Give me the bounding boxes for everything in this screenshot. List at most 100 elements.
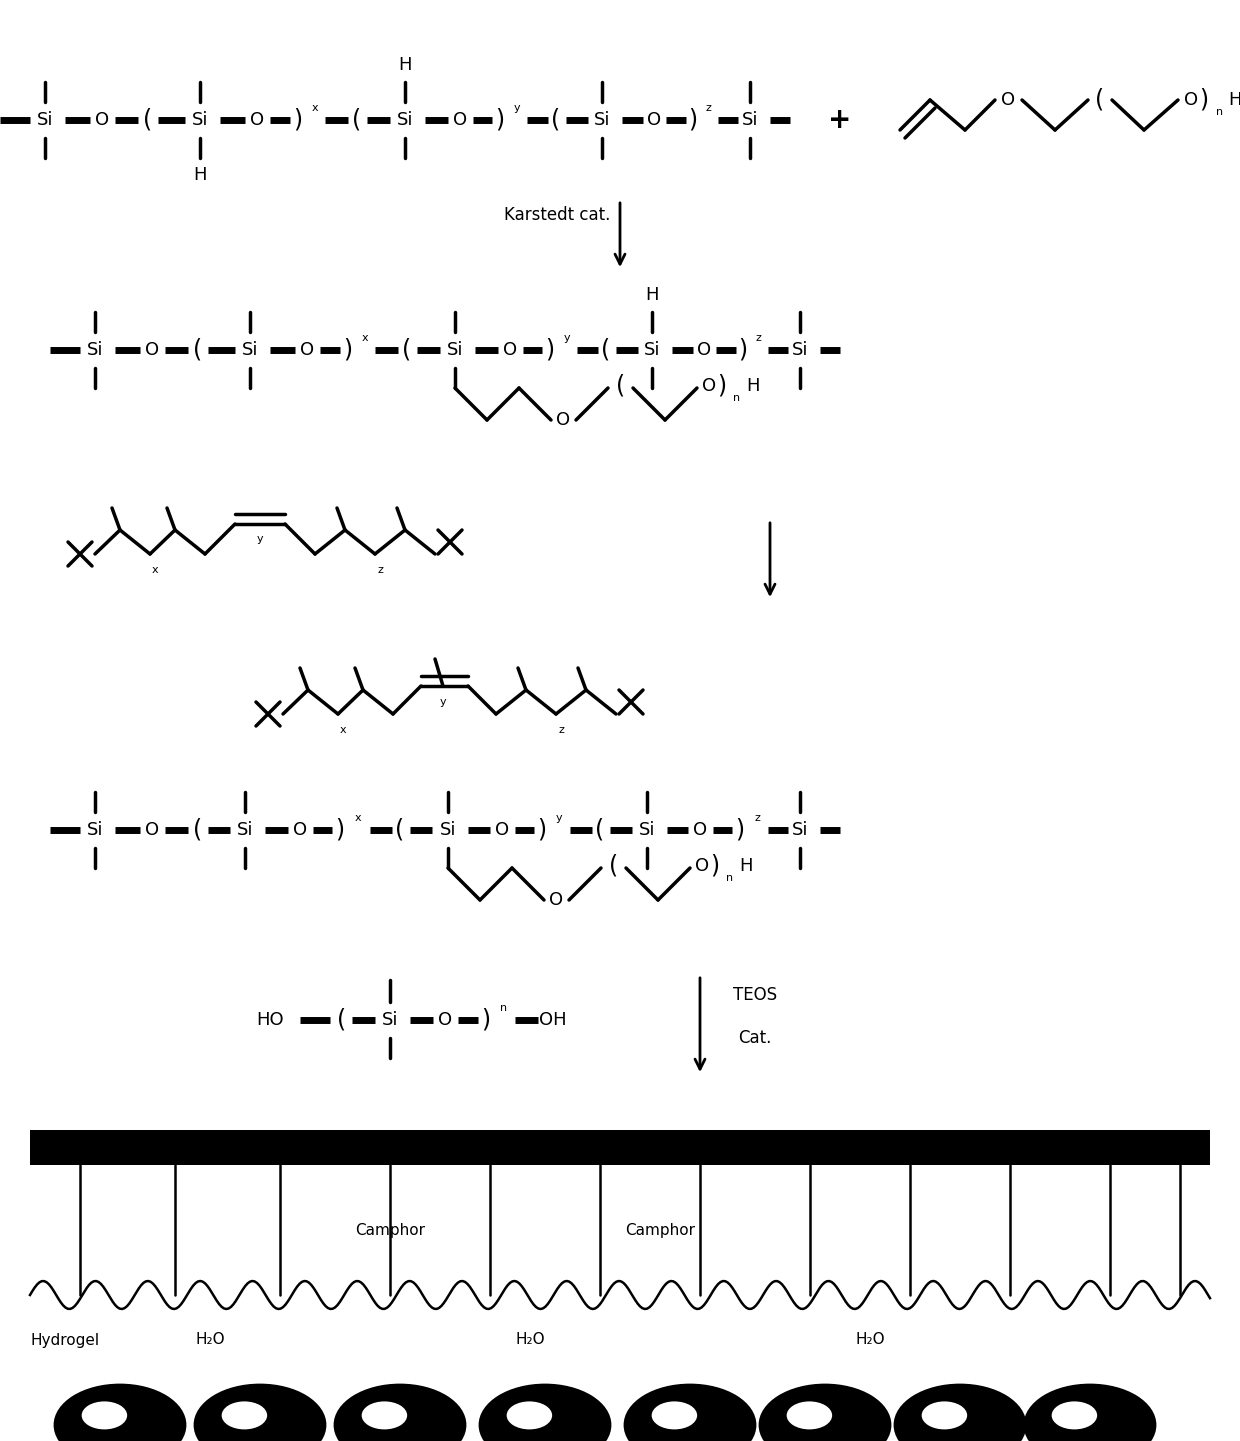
Text: (: ( [352,108,362,133]
Text: O: O [300,342,314,359]
Text: x: x [362,333,368,343]
Text: z: z [754,813,760,823]
Ellipse shape [507,1402,552,1429]
Text: n: n [1216,107,1224,117]
Text: ): ) [481,1009,491,1032]
Text: (: ( [403,339,412,362]
Text: ): ) [496,108,505,133]
Text: Si: Si [87,342,103,359]
Ellipse shape [895,1385,1025,1441]
Text: ): ) [1199,88,1209,112]
Text: O: O [438,1012,453,1029]
Text: H: H [193,166,207,184]
Text: O: O [697,342,711,359]
Text: Si: Si [792,342,808,359]
Text: (: ( [609,855,619,878]
Text: ): ) [537,818,547,842]
Text: (: ( [616,375,625,398]
Text: Karstedt cat.: Karstedt cat. [503,206,610,223]
Ellipse shape [55,1385,185,1441]
Text: x: x [355,813,361,823]
Text: Si: Si [192,111,208,130]
Ellipse shape [1052,1402,1097,1429]
Text: Si: Si [446,342,464,359]
Text: z: z [377,565,383,575]
Text: O: O [702,378,715,395]
Text: O: O [556,411,570,429]
Text: ): ) [688,108,698,133]
Text: y: y [257,535,263,545]
Text: O: O [495,821,510,839]
Text: y: y [513,102,521,112]
Text: H₂O: H₂O [856,1333,885,1347]
Text: Si: Si [237,821,253,839]
Ellipse shape [1025,1385,1154,1441]
Text: Si: Si [37,111,53,130]
Bar [30,1130,1210,1164]
Ellipse shape [480,1385,610,1441]
Text: (: ( [144,108,153,133]
Text: +: + [828,107,852,134]
Ellipse shape [625,1385,755,1441]
Text: Camphor: Camphor [355,1222,425,1238]
Text: H: H [746,378,760,395]
Text: y: y [440,697,446,708]
Text: Si: Si [742,111,758,130]
Text: z: z [558,725,564,735]
Text: O: O [647,111,661,130]
Text: H: H [739,857,753,875]
Text: ): ) [711,855,719,878]
Text: O: O [1184,91,1198,110]
Text: ): ) [343,339,352,362]
Text: Hydrogel: Hydrogel [30,1333,99,1347]
Text: H₂O: H₂O [195,1333,224,1347]
Ellipse shape [760,1385,890,1441]
Text: (: ( [601,339,610,362]
Text: Si: Si [397,111,413,130]
Ellipse shape [82,1402,128,1429]
Text: Si: Si [594,111,610,130]
Text: (: ( [193,339,202,362]
Text: x: x [151,565,159,575]
Text: Si: Si [639,821,655,839]
Text: O: O [453,111,467,130]
Text: H: H [398,56,412,73]
Text: x: x [311,102,319,112]
Text: n: n [733,393,740,403]
Ellipse shape [335,1385,465,1441]
Text: (: ( [396,818,404,842]
Text: O: O [293,821,308,839]
Text: Si: Si [644,342,660,359]
Text: ): ) [718,375,727,398]
Text: O: O [145,342,159,359]
Text: (: ( [552,108,560,133]
Text: (: ( [595,818,605,842]
Text: ): ) [294,108,303,133]
Text: x: x [340,725,346,735]
Text: Si: Si [792,821,808,839]
Ellipse shape [786,1402,832,1429]
Text: H: H [645,285,658,304]
Ellipse shape [362,1402,407,1429]
Text: ): ) [336,818,345,842]
Text: H₂O: H₂O [515,1333,544,1347]
Text: z: z [755,333,761,343]
Text: (: ( [193,818,202,842]
Text: OH: OH [539,1012,567,1029]
Text: z: z [706,102,711,112]
Text: O: O [95,111,109,130]
Text: (: ( [1095,88,1105,112]
Text: H: H [1229,91,1240,110]
Text: O: O [693,821,707,839]
Text: O: O [250,111,264,130]
Text: Camphor: Camphor [625,1222,694,1238]
Ellipse shape [921,1402,967,1429]
Text: O: O [503,342,517,359]
Text: ): ) [739,339,748,362]
Text: Si: Si [87,821,103,839]
Ellipse shape [195,1385,325,1441]
Text: Cat.: Cat. [738,1029,771,1048]
Text: O: O [145,821,159,839]
Text: n: n [727,873,734,883]
Text: HO: HO [257,1012,284,1029]
